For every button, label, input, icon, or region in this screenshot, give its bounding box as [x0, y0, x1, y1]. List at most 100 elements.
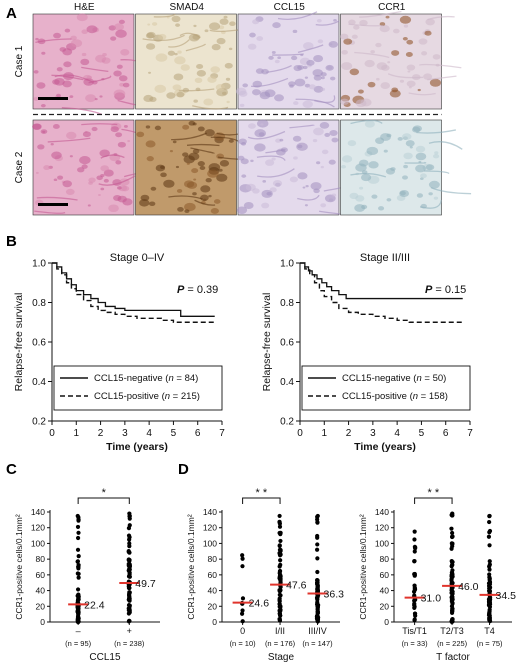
tissue-cell	[272, 22, 281, 29]
data-point	[449, 619, 454, 624]
tissue-cell	[294, 78, 306, 87]
tissue-cell	[62, 180, 72, 188]
tissue-cell	[115, 132, 123, 138]
tissue-cell	[160, 172, 167, 178]
y-tick-label: 20	[208, 601, 218, 611]
data-point	[75, 617, 81, 622]
tissue-cell	[113, 23, 124, 31]
x-tick-label: 0	[49, 428, 55, 439]
median-label: 31.0	[421, 593, 442, 605]
tissue-cell	[379, 24, 390, 33]
tissue-cell	[271, 51, 276, 54]
tissue-cell	[76, 13, 88, 22]
data-point	[76, 564, 81, 570]
n-label: (n = 225)	[437, 639, 468, 648]
tissue-cell	[305, 184, 309, 188]
tissue-cell	[172, 140, 177, 144]
tissue-cell	[113, 89, 126, 98]
scale-bar-case1	[38, 97, 68, 100]
data-point	[449, 564, 454, 569]
tissue-cell	[54, 77, 65, 86]
tissue-fiber	[81, 123, 118, 126]
tissue-fiber	[194, 199, 216, 206]
data-point	[239, 611, 245, 616]
n-label: (n = 147)	[302, 639, 333, 648]
tissue-cell	[216, 37, 226, 45]
tissue-cell	[63, 61, 72, 68]
tissue-cell	[403, 164, 408, 169]
tissue-fiber	[427, 15, 455, 21]
significance-mark: *	[102, 487, 107, 499]
tissue-fiber	[427, 75, 457, 81]
x-tick-label: 7	[467, 428, 473, 439]
y-tick-label: 120	[375, 523, 389, 533]
tissue-cell	[40, 103, 46, 108]
data-point	[127, 597, 132, 602]
tissue-cell	[83, 78, 95, 86]
data-point	[412, 549, 417, 554]
tissue-cell	[175, 23, 181, 27]
tissue-cell	[304, 204, 308, 207]
data-point	[75, 571, 80, 576]
plot-title: Stage 0–IV	[110, 252, 165, 264]
y-tick-label: 20	[36, 601, 46, 611]
y-tick-label: 1.0	[32, 259, 46, 270]
tissue-cell	[211, 43, 221, 51]
median-label: 46.0	[458, 581, 479, 593]
tissue-cell	[86, 25, 98, 34]
data-point	[277, 616, 282, 622]
tissue-cell	[302, 65, 308, 70]
tissue-cell	[405, 51, 413, 57]
tissue-cell	[117, 186, 122, 190]
tissue-cell	[102, 52, 107, 57]
tissue-cell	[297, 172, 308, 180]
tissue-cell	[33, 70, 39, 74]
data-point	[412, 593, 417, 598]
tissue-cell	[207, 76, 217, 83]
tissue-cell	[237, 155, 245, 161]
n-label: (n = 238)	[114, 639, 145, 648]
tissue-cell	[200, 185, 211, 193]
y-tick-label: 140	[375, 507, 389, 517]
data-point	[278, 613, 283, 618]
data-point	[487, 572, 492, 577]
tissue-cell	[175, 165, 180, 169]
tissue-cell	[239, 103, 245, 108]
data-point	[277, 547, 283, 552]
tissue-cell	[353, 25, 360, 30]
tissue-cell	[117, 141, 126, 148]
data-point	[127, 557, 132, 563]
x-axis-label: Time (years)	[106, 441, 168, 453]
y-tick-label: 0.8	[32, 298, 46, 309]
tissue-cell	[423, 73, 433, 80]
significance-mark: * *	[256, 487, 268, 499]
data-point	[278, 558, 283, 563]
tissue-cell	[321, 149, 329, 155]
tissue-cell	[347, 140, 357, 147]
tissue-cell	[341, 62, 353, 71]
tissue-cell	[361, 204, 368, 210]
data-point	[127, 541, 132, 546]
tissue-cell	[100, 187, 105, 191]
tissue-fiber	[36, 196, 78, 201]
tissue-cell	[145, 32, 155, 39]
tissue-cell	[242, 83, 249, 88]
tissue-cell	[380, 82, 390, 89]
median-label: 47.6	[286, 580, 307, 592]
y-tick-label: 1.0	[280, 259, 294, 270]
data-point	[127, 593, 132, 598]
x-tick-label: 0	[297, 428, 303, 439]
tissue-cell	[368, 161, 379, 169]
tissue-cell	[406, 39, 414, 45]
tissue-cell	[293, 101, 299, 106]
tissue-cell	[320, 203, 327, 208]
tissue-cell	[405, 140, 415, 147]
tissue-cell	[88, 177, 96, 183]
tissue-cell	[252, 89, 261, 96]
tissue-fiber	[419, 63, 462, 69]
tissue-cell	[40, 129, 48, 134]
tissue-cell	[52, 124, 60, 129]
tissue-cell	[35, 37, 39, 41]
tissue-fiber	[81, 66, 109, 73]
tissue-cell	[293, 156, 298, 160]
